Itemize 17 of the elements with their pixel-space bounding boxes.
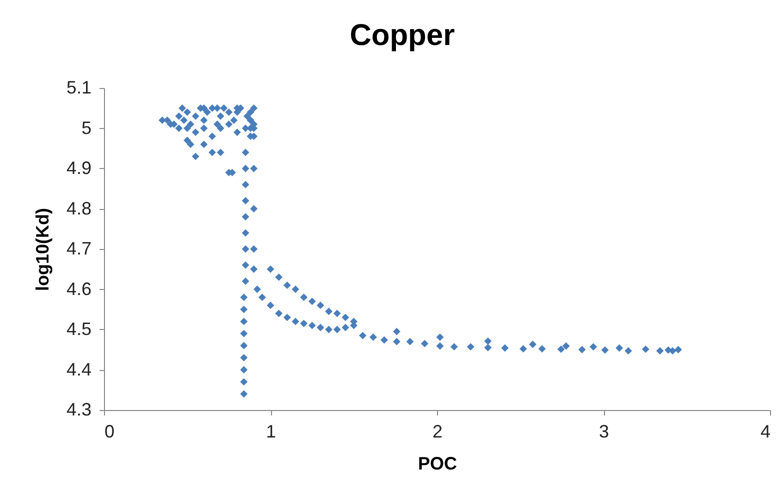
y-tick-label: 4.5 xyxy=(66,319,92,339)
x-tick-label: 3 xyxy=(598,422,610,442)
y-tick-label: 4.8 xyxy=(66,198,92,218)
x-tick-label: 0 xyxy=(104,422,115,442)
y-axis-title: log10(Kd) xyxy=(32,208,52,291)
y-tick-label: 4.4 xyxy=(66,359,92,380)
y-tick-label: 4.9 xyxy=(66,158,92,178)
chart-title: Copper xyxy=(350,19,456,52)
y-tick-label: 5.1 xyxy=(66,78,92,98)
x-axis-title: POC xyxy=(418,454,458,474)
x-tick-label: 1 xyxy=(266,422,276,442)
y-tick-label: 4.6 xyxy=(66,278,92,299)
y-tick-label: 4.7 xyxy=(66,238,92,258)
x-tick-label: 4 xyxy=(760,422,770,442)
x-tick-label: 2 xyxy=(432,422,443,442)
y-tick-label: 5 xyxy=(81,118,92,138)
y-tick-label: 4.3 xyxy=(66,400,92,420)
